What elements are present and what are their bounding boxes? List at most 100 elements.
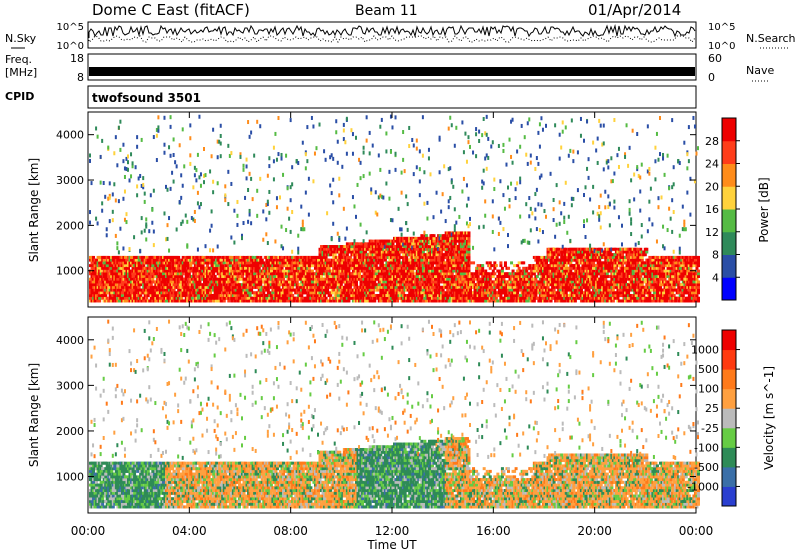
echo-cell xyxy=(275,291,279,295)
echo-cell xyxy=(119,266,123,270)
echo-cell xyxy=(122,291,126,295)
echo-cell xyxy=(356,247,360,251)
echo-cell xyxy=(242,277,246,281)
echo-cell xyxy=(160,272,164,276)
echo-cell xyxy=(368,299,372,303)
echo-cell xyxy=(216,269,220,273)
echo-cell xyxy=(277,280,281,284)
echo-cell xyxy=(219,154,222,159)
echo-cell xyxy=(145,272,149,276)
echo-cell xyxy=(99,154,102,159)
echo-cell xyxy=(175,261,179,265)
echo-cell xyxy=(250,296,254,300)
echo-cell xyxy=(128,274,132,278)
echo-cell xyxy=(256,294,260,298)
echo-cell xyxy=(210,280,214,284)
echo-cell xyxy=(431,285,434,289)
echo-cell xyxy=(351,288,355,292)
echo-cell xyxy=(505,162,508,167)
echo-cell xyxy=(333,291,337,295)
echo-cell xyxy=(209,296,213,300)
echo-cell xyxy=(485,283,489,287)
echo-cell xyxy=(350,283,354,287)
echo-cell xyxy=(117,277,121,281)
echo-cell xyxy=(218,296,222,300)
echo-cell xyxy=(184,277,188,281)
echo-cell xyxy=(212,248,215,253)
echo-cell xyxy=(250,264,254,268)
echo-cell xyxy=(260,294,264,298)
echo-cell xyxy=(279,258,282,262)
echo-cell xyxy=(171,258,175,262)
echo-cell xyxy=(236,283,240,287)
echo-cell xyxy=(332,177,335,182)
echo-cell xyxy=(196,299,200,303)
echo-cell xyxy=(365,274,369,278)
echo-cell xyxy=(467,255,471,259)
echo-cell xyxy=(104,274,108,278)
echo-cell xyxy=(190,216,193,221)
echo-cell xyxy=(254,266,258,270)
echo-cell xyxy=(171,170,174,175)
echo-cell xyxy=(234,291,238,295)
echo-cell xyxy=(95,216,98,221)
echo-cell xyxy=(304,283,308,287)
echo-cell xyxy=(415,253,419,257)
echo-cell xyxy=(371,143,374,148)
echo-cell xyxy=(380,288,384,292)
echo-cell xyxy=(198,291,202,295)
echo-cell xyxy=(502,142,505,147)
echo-cell xyxy=(304,269,308,273)
echo-cell xyxy=(406,258,410,262)
echo-cell xyxy=(155,158,158,163)
echo-cell xyxy=(245,264,249,268)
echo-cell xyxy=(397,245,401,249)
echo-cell xyxy=(411,291,415,295)
echo-cell xyxy=(313,288,317,292)
echo-cell xyxy=(421,266,425,270)
echo-cell xyxy=(199,288,203,292)
echo-cell xyxy=(469,216,471,221)
echo-cell xyxy=(304,274,308,278)
echo-cell xyxy=(385,255,389,259)
echo-cell xyxy=(326,264,330,268)
echo-cell xyxy=(288,296,292,300)
echo-cell xyxy=(409,294,413,298)
echo-cell xyxy=(269,264,273,268)
echo-cell xyxy=(321,264,325,268)
echo-cell xyxy=(370,239,374,243)
echo-cell xyxy=(142,296,146,300)
echo-cell xyxy=(279,299,282,303)
echo-cell xyxy=(245,176,248,181)
echo-cell xyxy=(137,176,140,181)
echo-cell xyxy=(134,291,138,295)
echo-cell xyxy=(254,258,258,262)
echo-cell xyxy=(283,291,287,295)
echo-cell xyxy=(418,285,422,289)
echo-cell xyxy=(216,244,219,249)
echo-cell xyxy=(355,288,358,292)
echo-cell xyxy=(391,283,395,287)
echo-cell xyxy=(161,274,165,278)
echo-cell xyxy=(201,283,205,287)
echo-cell xyxy=(262,299,266,303)
echo-cell xyxy=(377,274,381,278)
echo-cell xyxy=(242,269,246,273)
echo-cell xyxy=(327,261,331,265)
echo-cell xyxy=(90,283,94,287)
echo-cell xyxy=(263,272,267,276)
echo-cell xyxy=(199,296,203,300)
echo-cell xyxy=(266,241,269,246)
echo-cell xyxy=(155,272,159,276)
echo-cell xyxy=(233,264,237,268)
echo-cell xyxy=(269,294,273,298)
echo-cell xyxy=(158,291,162,295)
echo-cell xyxy=(152,229,155,234)
echo-cell xyxy=(310,296,314,300)
echo-cell xyxy=(391,253,395,257)
echo-cell xyxy=(324,277,328,281)
echo-cell xyxy=(163,115,166,120)
echo-cell xyxy=(172,299,176,303)
echo-cell xyxy=(125,285,129,289)
echo-cell xyxy=(136,266,140,270)
